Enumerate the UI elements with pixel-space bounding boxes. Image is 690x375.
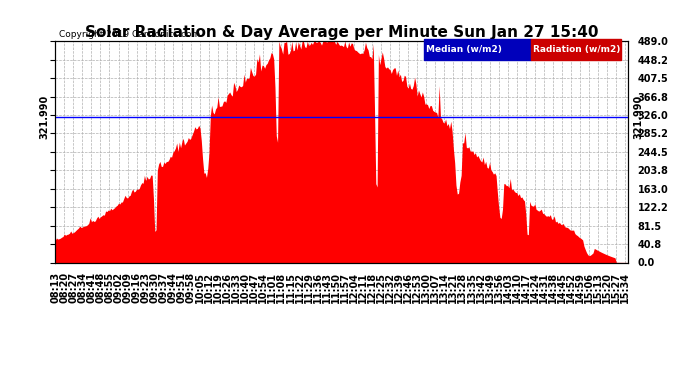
- Text: Median (w/m2): Median (w/m2): [426, 45, 502, 54]
- Text: Radiation (w/m2): Radiation (w/m2): [533, 45, 621, 54]
- Text: Copyright 2019 Cartronics.com: Copyright 2019 Cartronics.com: [59, 30, 200, 39]
- Title: Solar Radiation & Day Average per Minute Sun Jan 27 15:40: Solar Radiation & Day Average per Minute…: [85, 25, 598, 40]
- Text: 321.990: 321.990: [633, 95, 644, 139]
- Text: 321.990: 321.990: [39, 95, 50, 139]
